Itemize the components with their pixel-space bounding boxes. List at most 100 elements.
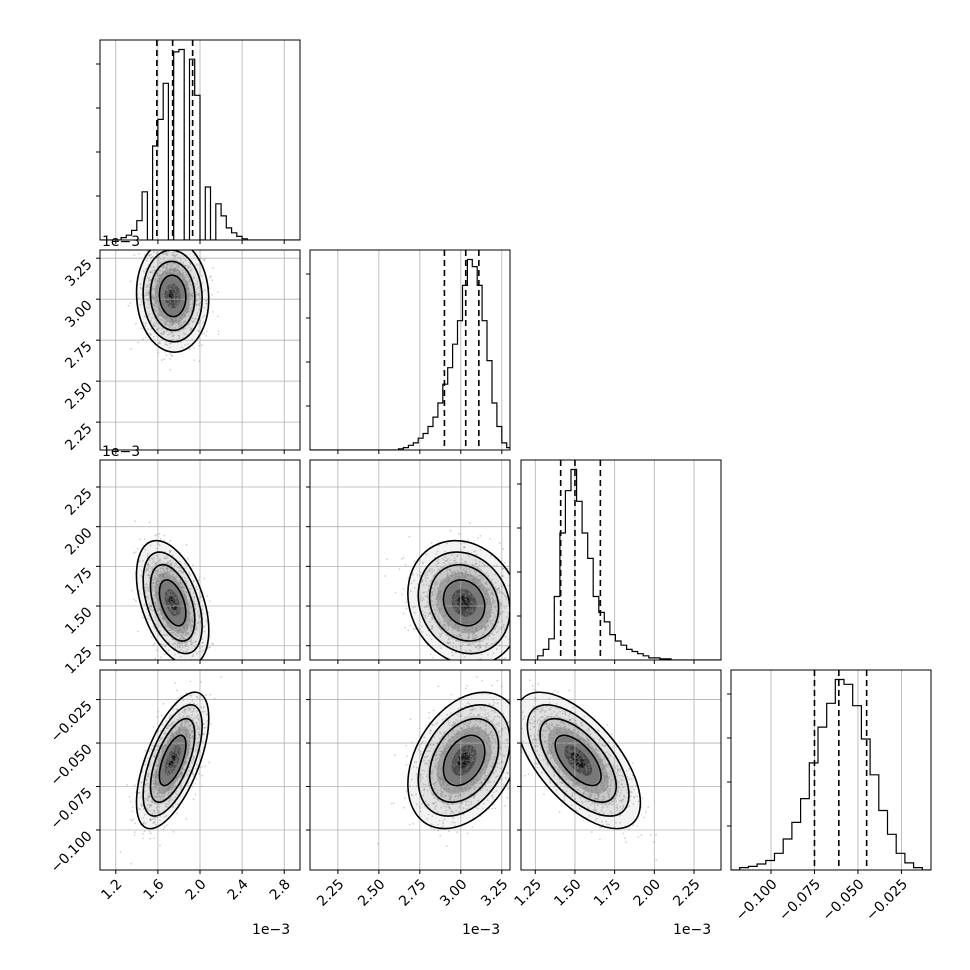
scatter-point xyxy=(435,594,437,596)
scatter-point xyxy=(203,625,206,627)
scatter-point xyxy=(461,621,464,624)
scatter-point xyxy=(187,305,190,308)
scatter-point xyxy=(146,617,149,620)
scatter-point xyxy=(179,273,181,275)
scatter-point xyxy=(182,289,185,292)
scatter-point xyxy=(190,310,193,312)
scatter-point xyxy=(434,581,437,584)
scatter-point xyxy=(461,613,464,616)
scatter-point xyxy=(463,604,466,607)
scatter-point xyxy=(176,746,179,749)
scatter-point xyxy=(158,812,161,815)
scatter-point xyxy=(209,275,212,278)
scatter-point xyxy=(437,612,440,614)
scatter-point xyxy=(154,574,157,577)
scatter-point xyxy=(181,613,184,616)
scatter-point xyxy=(467,600,470,603)
scatter-point xyxy=(161,274,163,277)
scatter-point xyxy=(469,592,471,594)
scatter-point xyxy=(187,624,190,627)
scatter-point xyxy=(185,601,187,604)
scatter-point xyxy=(184,732,187,735)
scatter-point xyxy=(464,612,467,614)
scatter-point xyxy=(153,294,155,296)
scatter-point xyxy=(455,561,457,564)
scatter-point xyxy=(447,597,450,600)
scatter-point xyxy=(174,317,177,319)
scatter-point xyxy=(513,610,515,612)
scatter-panel-3-1-grid xyxy=(310,670,510,870)
scatter-point xyxy=(490,554,493,557)
scatter-point xyxy=(163,759,166,762)
scatter-point xyxy=(500,613,502,616)
scatter-point xyxy=(154,285,156,288)
scatter-point xyxy=(162,776,165,779)
scatter-point xyxy=(427,615,429,617)
scatter-point xyxy=(203,257,206,260)
scatter-point xyxy=(177,616,180,619)
scatter-point xyxy=(166,739,169,742)
scatter-point xyxy=(166,247,168,249)
scatter-point xyxy=(467,616,470,618)
scatter-point xyxy=(452,611,455,614)
scatter-point xyxy=(491,591,494,594)
scatter-point xyxy=(447,642,450,645)
scatter-point xyxy=(459,594,461,597)
scatter-point xyxy=(448,619,450,621)
scatter-point xyxy=(203,314,206,317)
scatter-point xyxy=(501,611,504,614)
scatter-point xyxy=(444,604,447,607)
scatter-point xyxy=(469,643,472,646)
scatter-point xyxy=(152,297,155,299)
scatter-point xyxy=(172,322,175,325)
scatter-point xyxy=(209,276,211,279)
scatter-point xyxy=(193,597,195,599)
scatter-point xyxy=(184,327,187,330)
scatter-point xyxy=(468,603,471,605)
scatter-point xyxy=(152,324,155,327)
scatter-point xyxy=(192,641,195,644)
scatter-point xyxy=(155,309,158,312)
scatter-point xyxy=(177,610,180,613)
scatter-point xyxy=(463,622,465,625)
scatter-point xyxy=(168,277,171,280)
scatter-point xyxy=(177,642,179,644)
scatter-point xyxy=(201,638,204,641)
scatter-point xyxy=(465,575,468,578)
scatter-point xyxy=(443,615,446,618)
scatter-point xyxy=(471,574,473,577)
scatter-point xyxy=(196,588,198,591)
scatter-point xyxy=(172,307,175,310)
scatter-point xyxy=(190,309,193,312)
scatter-point xyxy=(180,259,183,261)
scatter-point xyxy=(461,631,464,634)
scatter-point xyxy=(473,590,475,593)
scatter-point xyxy=(476,635,479,638)
scatter-point xyxy=(472,592,475,595)
scatter-point xyxy=(511,602,513,604)
scatter-point xyxy=(205,302,208,305)
scatter-point xyxy=(173,301,176,304)
scatter-point xyxy=(158,789,160,792)
scatter-point xyxy=(163,577,166,579)
scatter-point xyxy=(168,590,170,593)
scatter-point xyxy=(455,614,458,617)
scatter-point xyxy=(492,600,495,603)
scatter-point xyxy=(166,279,169,282)
scatter-point xyxy=(119,851,122,854)
scatter-point xyxy=(195,748,198,751)
scatter-point xyxy=(203,332,206,334)
scatter-point xyxy=(179,634,182,637)
scatter-point xyxy=(168,571,171,573)
scatter-point xyxy=(182,261,185,264)
scatter-point xyxy=(179,295,182,298)
scatter-point xyxy=(160,571,162,574)
scatter-point xyxy=(181,297,184,299)
scatter-point xyxy=(453,634,456,637)
scatter-point xyxy=(170,786,173,788)
scatter-point xyxy=(180,747,183,749)
scatter-point xyxy=(170,331,173,333)
scatter-point xyxy=(177,756,180,758)
scatter-point xyxy=(163,597,166,600)
scatter-point xyxy=(450,633,453,635)
